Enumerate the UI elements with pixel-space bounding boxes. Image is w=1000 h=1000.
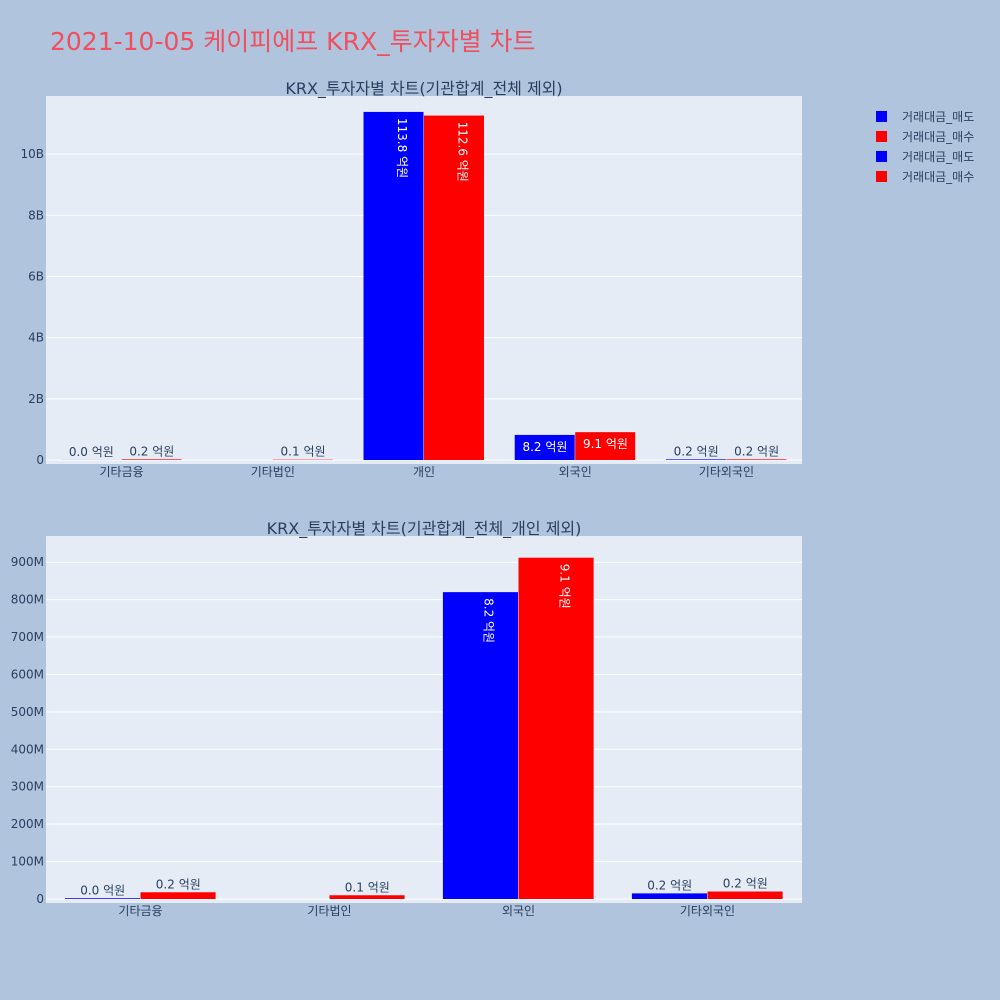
y-tick-label: 100M — [11, 855, 44, 869]
bar — [329, 895, 405, 899]
page-title: 2021-10-05 케이피에프 KRX_투자자별 차트 — [50, 27, 536, 56]
bar — [140, 892, 216, 899]
data-label: 0.2 억원 — [723, 877, 768, 891]
legend-swatch — [876, 150, 887, 162]
legend-label: 거래대금_매수 — [902, 169, 975, 184]
x-tick-label: 기타외국인 — [680, 904, 735, 918]
legend-item[interactable]: 거래대금_매도 — [876, 106, 974, 126]
y-tick-label: 4B — [28, 331, 44, 345]
chart-title: KRX_투자자별 차트(기관합계_전체 제외) — [285, 79, 562, 99]
data-label: 8.2 억원 — [482, 598, 496, 643]
bar — [442, 592, 518, 899]
x-tick-label: 기타금융 — [100, 465, 144, 479]
bar — [363, 111, 424, 460]
data-label: 112.6 억원 — [455, 122, 469, 182]
data-label: 113.8 억원 — [395, 118, 409, 178]
data-label: 9.1 억원 — [583, 437, 628, 451]
legend-swatch — [876, 110, 887, 122]
data-label: 0.0 억원 — [80, 883, 125, 897]
bar — [707, 891, 783, 899]
y-tick-label: 700M — [11, 630, 44, 644]
data-label: 9.1 억원 — [557, 564, 571, 609]
legend-item[interactable]: 거래대금_매수 — [876, 166, 974, 186]
data-label: 0.1 억원 — [345, 880, 390, 894]
y-tick-label: 2B — [28, 392, 44, 406]
bar — [518, 557, 594, 899]
legend-item[interactable]: 거래대금_매수 — [876, 126, 974, 146]
x-tick-label: 기타외국인 — [699, 465, 754, 479]
legend-swatch — [876, 130, 887, 142]
legend-label: 거래대금_매도 — [902, 149, 975, 164]
bar — [121, 459, 182, 460]
data-label: 0.2 억원 — [734, 444, 779, 458]
legend[interactable]: 거래대금_매도 거래대금_매수 거래대금_매도 거래대금_매수 — [876, 106, 974, 186]
bar — [575, 432, 636, 460]
x-tick-label: 기타법인 — [251, 465, 295, 479]
chart-title: KRX_투자자별 차트(기관합계_전체_개인 제외) — [267, 519, 582, 539]
y-tick-label: 6B — [28, 269, 44, 283]
y-tick-label: 300M — [11, 780, 44, 794]
bar — [64, 898, 140, 899]
y-tick-label: 800M — [11, 593, 44, 607]
bar — [424, 115, 484, 460]
y-tick-label: 8B — [28, 208, 44, 222]
data-label: 0.1 억원 — [281, 445, 326, 459]
bar — [514, 434, 575, 460]
y-tick-label: 500M — [11, 705, 44, 719]
plot-area — [46, 536, 802, 903]
bar — [665, 459, 726, 460]
legend-swatch — [876, 170, 887, 182]
bar — [631, 893, 707, 899]
legend-label: 거래대금_매수 — [902, 129, 975, 144]
data-label: 0.2 억원 — [129, 444, 174, 458]
legend-item[interactable]: 거래대금_매도 — [876, 146, 974, 166]
x-tick-label: 기타금융 — [118, 904, 162, 918]
y-tick-label: 200M — [11, 817, 44, 831]
x-tick-label: 외국인 — [502, 904, 535, 918]
data-label: 0.0 억원 — [69, 445, 114, 459]
y-tick-label: 0 — [36, 453, 44, 467]
y-tick-label: 600M — [11, 667, 44, 681]
y-tick-label: 900M — [11, 555, 44, 569]
y-tick-label: 10B — [20, 147, 44, 161]
legend-label: 거래대금_매도 — [902, 109, 975, 124]
data-label: 8.2 억원 — [522, 440, 567, 454]
data-label: 0.2 억원 — [156, 877, 201, 891]
bar — [726, 459, 787, 460]
y-tick-label: 400M — [11, 742, 44, 756]
data-label: 0.2 억원 — [647, 878, 692, 892]
x-tick-label: 기타법인 — [307, 904, 351, 918]
y-tick-label: 0 — [36, 892, 44, 906]
x-tick-label: 개인 — [413, 465, 435, 479]
x-tick-label: 외국인 — [559, 465, 592, 479]
data-label: 0.2 억원 — [674, 444, 719, 458]
